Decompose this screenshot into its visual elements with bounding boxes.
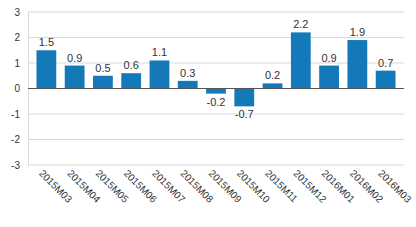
plot: -3 -2 -1 0 1 2 3 1.5 0.9 0.5 0.6 1.1 0.3 -0.2 -0.7 0.2 2… <box>11 7 414 206</box>
bar <box>178 81 198 89</box>
y-tick: 0 <box>14 83 28 94</box>
y-tick-label: 3 <box>14 7 20 18</box>
bar <box>121 73 141 88</box>
data-label: 0.2 <box>265 69 280 81</box>
bar <box>291 32 311 88</box>
bar <box>347 40 367 88</box>
y-tick-label: -1 <box>11 109 20 120</box>
grid <box>28 12 404 165</box>
x-tick-label: 2016M03 <box>376 168 414 206</box>
y-tick: 2 <box>14 32 28 43</box>
bar <box>206 89 226 94</box>
data-label: 0.6 <box>124 59 139 71</box>
grid-line <box>28 88 404 89</box>
y-tick-label: -3 <box>11 160 20 171</box>
data-label: -0.7 <box>235 108 254 120</box>
data-label: 2.2 <box>293 18 308 30</box>
bar <box>65 66 85 89</box>
x-tick: 2016M03 <box>376 165 414 205</box>
grid-line <box>28 12 404 13</box>
data-label: 1.5 <box>39 36 54 48</box>
grid-line <box>28 37 404 38</box>
data-label: 0.3 <box>180 67 195 79</box>
bar <box>150 60 170 88</box>
y-tick: 3 <box>14 7 28 18</box>
bar <box>319 66 339 89</box>
data-labels: 1.5 0.9 0.5 0.6 1.1 0.3 -0.2 -0.7 0.2 2.2 0.9 1.9 0.… <box>39 18 394 120</box>
grid-line <box>28 165 404 166</box>
bar <box>93 76 113 89</box>
data-label: 0.7 <box>378 57 393 69</box>
y-tick-label: -2 <box>11 134 20 145</box>
y-tick: -3 <box>11 160 28 171</box>
x-axis: 2015M032015M042015M052015M062015M072015M… <box>29 165 414 205</box>
data-label: 0.9 <box>321 52 336 64</box>
chart: -3 -2 -1 0 1 2 3 1.5 0.9 0.5 0.6 1.1 0.3 -0.2 -0.7 0.2 2… <box>0 0 416 227</box>
y-tick-label: 0 <box>14 83 20 94</box>
data-label: 0.5 <box>95 62 110 74</box>
y-tick-label: 1 <box>14 58 20 69</box>
data-label: 1.9 <box>350 26 365 38</box>
data-label: 0.9 <box>67 52 82 64</box>
bar <box>376 71 396 89</box>
grid-line <box>28 139 404 140</box>
data-label: 1.1 <box>152 46 167 58</box>
data-label: -0.2 <box>207 96 226 108</box>
zero-line <box>28 88 404 89</box>
y-tick: -2 <box>11 134 28 145</box>
y-tick: 1 <box>14 58 28 69</box>
x-axis-line <box>29 165 405 166</box>
bar <box>36 50 56 88</box>
y-tick-label: 2 <box>14 32 20 43</box>
y-tick: -1 <box>11 109 28 120</box>
grid-line <box>28 114 404 115</box>
bar <box>234 89 254 107</box>
bar <box>263 83 283 88</box>
y-axis: -3 -2 -1 0 1 2 3 <box>11 7 28 171</box>
